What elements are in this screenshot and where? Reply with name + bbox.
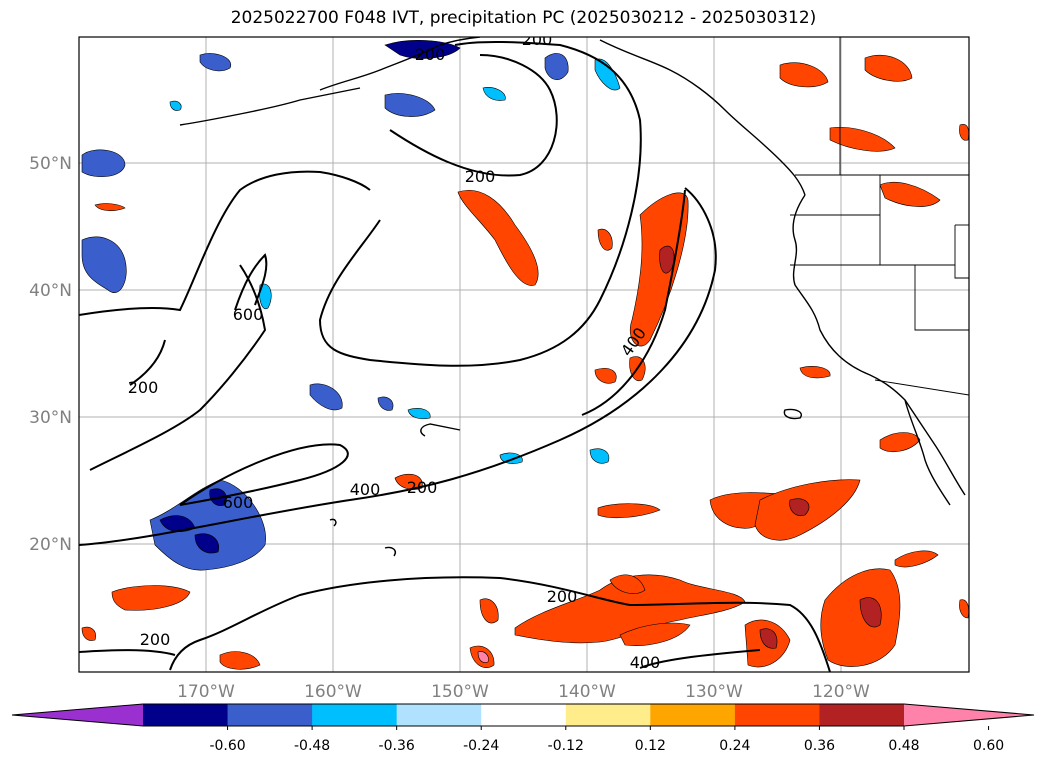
colorbar-extend-high [904, 704, 1034, 726]
contour-labels: 200 200 200 200 200 200 200 400 400 400 … [128, 30, 661, 672]
colorbar-extend-low [12, 704, 143, 726]
colorbar-segment [565, 704, 651, 726]
ivt-contours [79, 40, 831, 672]
colorbar-segment [734, 704, 820, 726]
lon-tick-label: 150°W [431, 682, 489, 702]
contour-label: 600 [233, 305, 264, 324]
lon-tick-label: 140°W [558, 682, 616, 702]
coastlines [179, 37, 966, 557]
contour-label: 200 [407, 478, 438, 497]
colorbar-segment [396, 704, 482, 726]
contour-label: 400 [350, 480, 381, 499]
colorbar-segment [143, 704, 229, 726]
colorbar-segment [650, 704, 736, 726]
colorbar-tick-label: 0.60 [973, 738, 1004, 754]
contour-label: 200 [465, 167, 496, 186]
colorbar-tick-label: -0.60 [209, 738, 245, 754]
colorbar-outline [11, 703, 1035, 727]
lon-tick-label: 130°W [685, 682, 743, 702]
colorbar-tick-label: -0.24 [463, 738, 499, 754]
lon-tick-label: 170°W [177, 682, 235, 702]
contour-label: 400 [630, 653, 661, 672]
contour-label: 200 [128, 378, 159, 397]
contour-label: 200 [415, 45, 446, 64]
colorbar-tick-label: 0.48 [888, 738, 919, 754]
colorbar-tick-label: -0.48 [294, 738, 330, 754]
lat-tick-label: 40°N [29, 281, 72, 301]
lon-axis-labels: 170°W 160°W 150°W 140°W 130°W 120°W [177, 682, 870, 702]
colorbar-segment [819, 704, 905, 726]
lat-axis-labels: 50°N 40°N 30°N 20°N [29, 154, 72, 555]
contour-label: 200 [547, 587, 578, 606]
contour-label: 600 [223, 493, 254, 512]
colorbar-tick-label: -0.36 [379, 738, 415, 754]
lat-tick-label: 20°N [29, 535, 72, 555]
colorbar-segment [312, 704, 398, 726]
grid-lines [79, 37, 969, 672]
lon-tick-label: 120°W [812, 682, 870, 702]
colorbar: -0.60 -0.48 -0.36 -0.24 -0.12 0.12 0.24 0.36 0.4… [11, 703, 1035, 754]
colorbar-tick-label: 0.24 [719, 738, 750, 754]
colorbar-tick-label: -0.12 [548, 738, 584, 754]
contour-label: 200 [140, 630, 171, 649]
colorbar-segment [227, 704, 313, 726]
lat-tick-label: 50°N [29, 154, 72, 174]
positive-precip-patches [81, 54, 969, 670]
lat-tick-label: 30°N [29, 408, 72, 428]
lon-tick-label: 160°W [304, 682, 362, 702]
map-frame [78, 36, 970, 673]
colorbar-tick-label: 0.12 [635, 738, 666, 754]
political-boundaries [790, 37, 969, 396]
contour-label: 200 [522, 30, 553, 49]
figure-title: 2025022700 F048 IVT, precipitation PC (2… [230, 8, 817, 28]
colorbar-tick-label: 0.36 [804, 738, 835, 754]
colorbar-segment [481, 704, 567, 726]
